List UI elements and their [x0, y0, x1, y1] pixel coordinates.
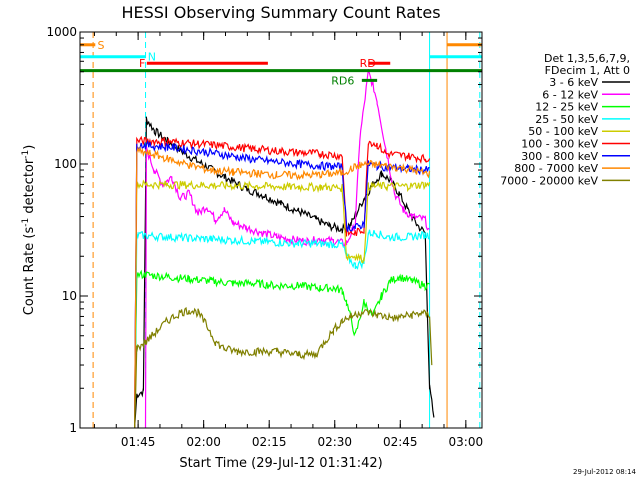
legend-label-5: 100 - 300 keV	[521, 138, 598, 151]
x-axis-title: Start Time (29-Jul-12 01:31:42)	[179, 456, 382, 471]
timestamp: 29-Jul-2012 08:14	[573, 468, 637, 476]
y-tick-label-0: 1	[69, 421, 77, 435]
plot-area: S NF RD RD6	[79, 32, 482, 429]
x-tick-label-1: 02:00	[186, 435, 221, 449]
y-axis-title-part: detector	[22, 158, 37, 218]
series-line-2	[134, 269, 430, 429]
legend-label-7: 800 - 7000 keV	[514, 162, 598, 175]
legend-label-8: 7000 - 20000 keV	[500, 174, 598, 187]
flag-label-1: N	[148, 51, 156, 64]
x-tick-label-5: 03:00	[449, 435, 484, 449]
x-tick-label-4: 02:45	[383, 435, 418, 449]
y-tick-label-3: 1000	[46, 25, 77, 39]
y-tick-label-2: 100	[54, 157, 77, 171]
series-line-0	[134, 116, 435, 429]
series-line-5	[134, 135, 431, 429]
flag-label-2: F	[139, 57, 145, 70]
chart-title: HESSI Observing Summary Count Rates	[121, 3, 440, 22]
legend-label-0: 3 - 6 keV	[549, 76, 598, 89]
legend-label-3: 25 - 50 keV	[535, 113, 598, 126]
y-axis-title-part: )	[22, 145, 37, 150]
x-tick-label-3: 02:30	[317, 435, 352, 449]
plot-frame	[79, 31, 483, 429]
y-axis-title-part: -1	[21, 150, 31, 159]
series-line-1	[144, 69, 430, 429]
y-axis-title: Count Rate (s-1 detector-1)	[21, 145, 37, 316]
legend-label-4: 50 - 100 keV	[528, 125, 598, 138]
flag-label-3: RD	[360, 57, 376, 70]
series-line-8	[134, 306, 433, 429]
x-axis: 01:45 02:00 02:15 02:30 02:45 03:00	[93, 32, 484, 449]
legend: Det 1,3,5,6,7,9,FDecim 1, Att 03 - 6 keV…	[500, 52, 630, 187]
y-axis: 1 10 100 1000	[46, 25, 482, 435]
x-tick-label-0: 01:45	[121, 435, 156, 449]
series-line-4	[134, 179, 431, 429]
y-tick-label-1: 10	[62, 289, 77, 303]
flag-label-5: RD6	[331, 74, 354, 87]
legend-label-6: 300 - 800 keV	[521, 150, 598, 163]
legend-label-2: 12 - 25 keV	[535, 101, 598, 114]
y-axis-title-part: -1	[21, 218, 31, 227]
legend-header-0: Det 1,3,5,6,7,9,	[544, 52, 630, 65]
series-line-3	[134, 229, 430, 429]
legend-header-1: FDecim 1, Att 0	[545, 64, 630, 77]
series-line-7	[134, 145, 431, 429]
y-axis-title-part: Count Rate (s	[22, 227, 37, 316]
series-line-6	[134, 139, 430, 429]
x-tick-label-2: 02:15	[252, 435, 287, 449]
flag-label-0: S	[97, 39, 104, 52]
legend-label-1: 6 - 12 keV	[542, 88, 598, 101]
